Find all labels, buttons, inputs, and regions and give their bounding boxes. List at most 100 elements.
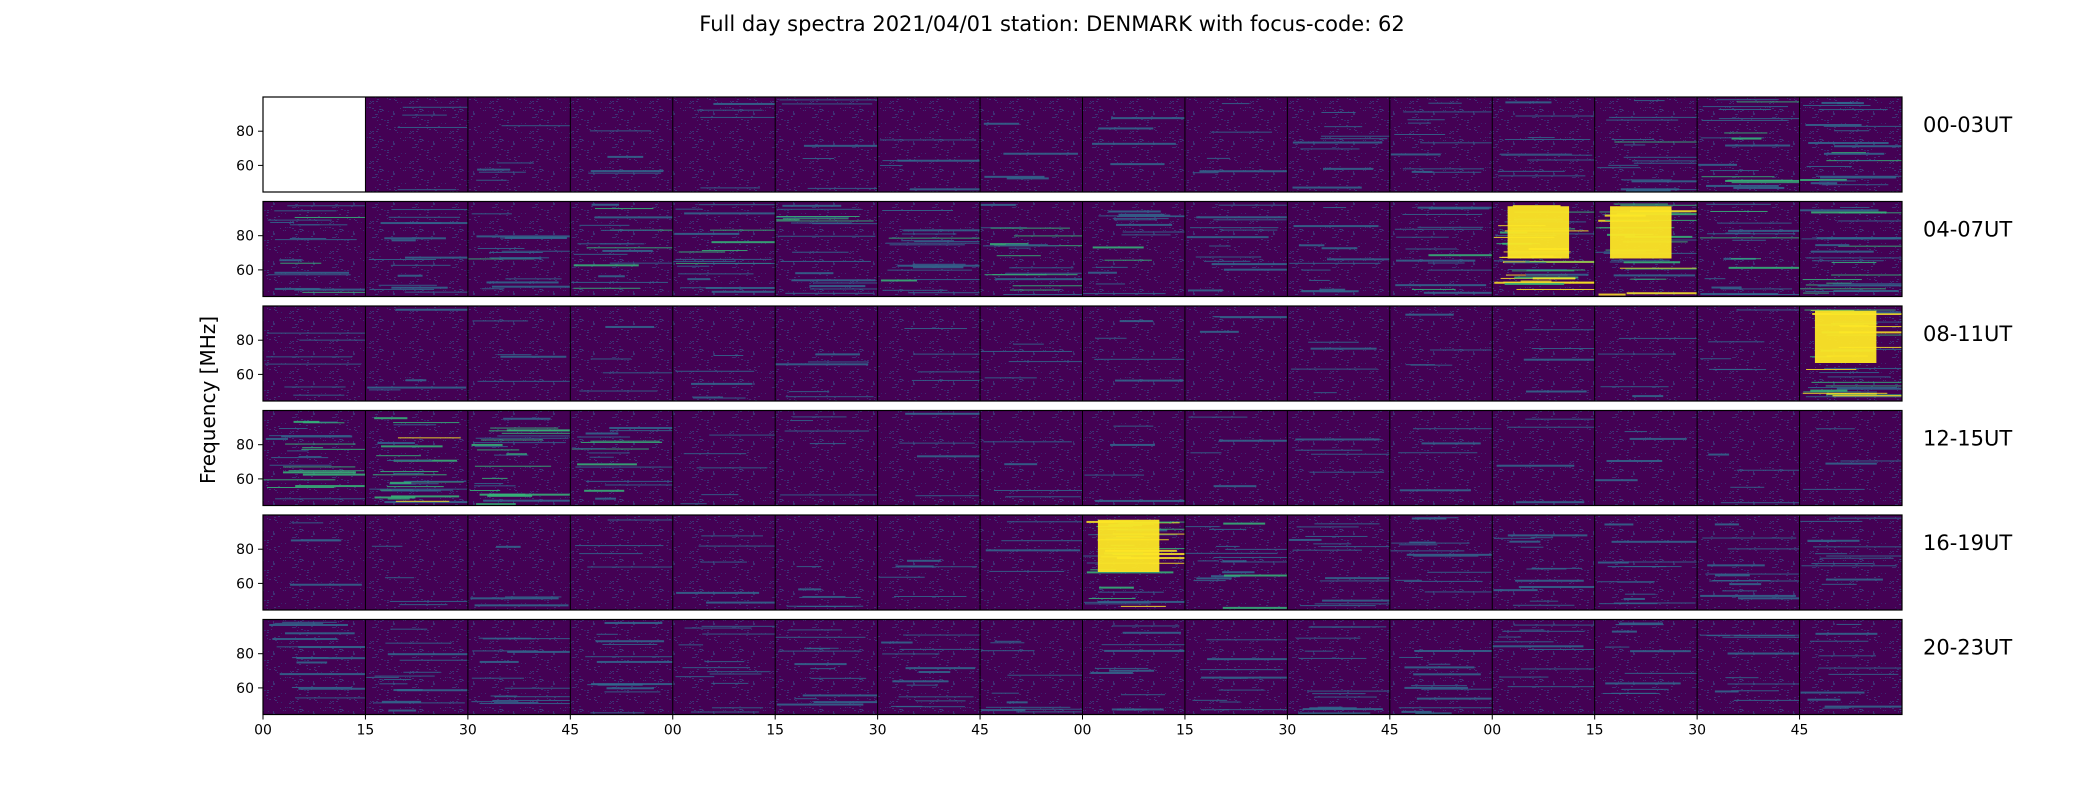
emission-line	[1094, 358, 1185, 360]
emission-line	[1702, 537, 1797, 539]
emission-line	[288, 470, 365, 472]
emission-line	[506, 429, 571, 432]
emission-line	[1422, 688, 1493, 690]
emission-line	[1512, 205, 1561, 208]
emission-line	[1013, 343, 1044, 345]
emission-line	[471, 443, 503, 446]
emission-line	[806, 648, 831, 650]
x-tick-label: 45	[971, 723, 989, 739]
emission-line	[1727, 683, 1800, 685]
emission-line	[1289, 262, 1381, 264]
emission-line	[1220, 229, 1278, 231]
emission-line	[1116, 216, 1185, 218]
emission-line	[1122, 631, 1182, 634]
emission-line	[402, 106, 468, 108]
emission-line	[1404, 686, 1468, 689]
emission-line	[780, 260, 872, 262]
emission-line	[1726, 677, 1759, 679]
emission-line	[775, 363, 869, 366]
emission-line	[889, 244, 965, 246]
emission-line	[1403, 580, 1483, 582]
emission-line	[1525, 261, 1595, 263]
emission-line	[785, 396, 874, 398]
emission-line	[1811, 381, 1902, 383]
cell-background	[1287, 619, 1390, 715]
emission-line	[1706, 233, 1796, 235]
emission-line	[499, 257, 542, 260]
emission-line	[1630, 650, 1691, 653]
emission-line	[1529, 600, 1559, 602]
emission-line	[403, 480, 467, 482]
emission-line	[1606, 119, 1679, 121]
emission-line	[691, 382, 753, 385]
y-tick-label: 80	[236, 124, 254, 140]
spectra-cell	[1492, 515, 1595, 610]
cell-background	[365, 515, 468, 610]
emission-line	[296, 657, 366, 660]
emission-line	[1091, 142, 1176, 145]
emission-line	[684, 212, 776, 215]
emission-line	[709, 673, 762, 675]
emission-line	[269, 464, 332, 466]
emission-line	[1204, 260, 1251, 262]
emission-line	[1800, 209, 1879, 212]
emission-line	[1301, 290, 1323, 292]
emission-line	[895, 565, 934, 568]
emission-line	[1699, 237, 1800, 239]
emission-line	[1415, 712, 1452, 715]
emission-line	[1200, 669, 1284, 671]
emission-line	[268, 274, 351, 276]
cell-background	[672, 619, 776, 715]
emission-line	[473, 485, 516, 487]
emission-line	[1528, 649, 1595, 651]
emission-line	[1094, 667, 1149, 669]
emission-line	[479, 703, 571, 705]
emission-line	[693, 397, 746, 399]
emission-line	[1600, 386, 1669, 388]
spectra-cell	[263, 97, 366, 192]
emission-line	[1321, 138, 1388, 140]
emission-line	[882, 210, 953, 212]
emission-line	[404, 481, 464, 483]
emission-line	[1218, 689, 1265, 691]
cell-background	[1799, 515, 1902, 610]
emission-line	[1428, 663, 1451, 665]
emission-line	[777, 235, 876, 237]
spectra-cell	[1594, 515, 1698, 610]
emission-line	[1206, 157, 1230, 159]
emission-line	[393, 472, 424, 474]
emission-line	[295, 697, 366, 699]
emission-line	[1394, 134, 1446, 136]
cell-background	[1492, 97, 1595, 192]
emission-line	[1390, 550, 1465, 552]
emission-line	[1613, 274, 1696, 277]
emission-line	[1499, 676, 1549, 678]
spectra-cell	[672, 410, 776, 506]
emission-line	[1411, 517, 1447, 520]
emission-line	[477, 168, 511, 171]
emission-line	[1494, 537, 1535, 539]
cell-background	[263, 515, 366, 610]
emission-line	[1598, 293, 1626, 296]
emission-line	[1319, 580, 1390, 582]
emission-line	[1411, 170, 1433, 173]
emission-line	[882, 653, 940, 655]
emission-line	[996, 255, 1041, 257]
emission-line	[1323, 167, 1374, 170]
emission-line	[1006, 177, 1049, 180]
emission-line	[909, 188, 981, 191]
emission-line	[302, 291, 366, 293]
spectra-cell	[1082, 306, 1185, 401]
emission-line	[788, 629, 843, 631]
emission-line	[1800, 520, 1863, 522]
emission-line	[589, 130, 651, 132]
emission-line	[1702, 106, 1789, 108]
emission-line	[1736, 101, 1800, 103]
emission-line	[1597, 561, 1629, 564]
emission-line	[677, 273, 754, 275]
emission-line	[1613, 203, 1668, 205]
emission-line	[588, 452, 630, 454]
emission-line	[1818, 655, 1876, 657]
emission-line	[1292, 549, 1363, 551]
emission-line	[1825, 385, 1902, 387]
